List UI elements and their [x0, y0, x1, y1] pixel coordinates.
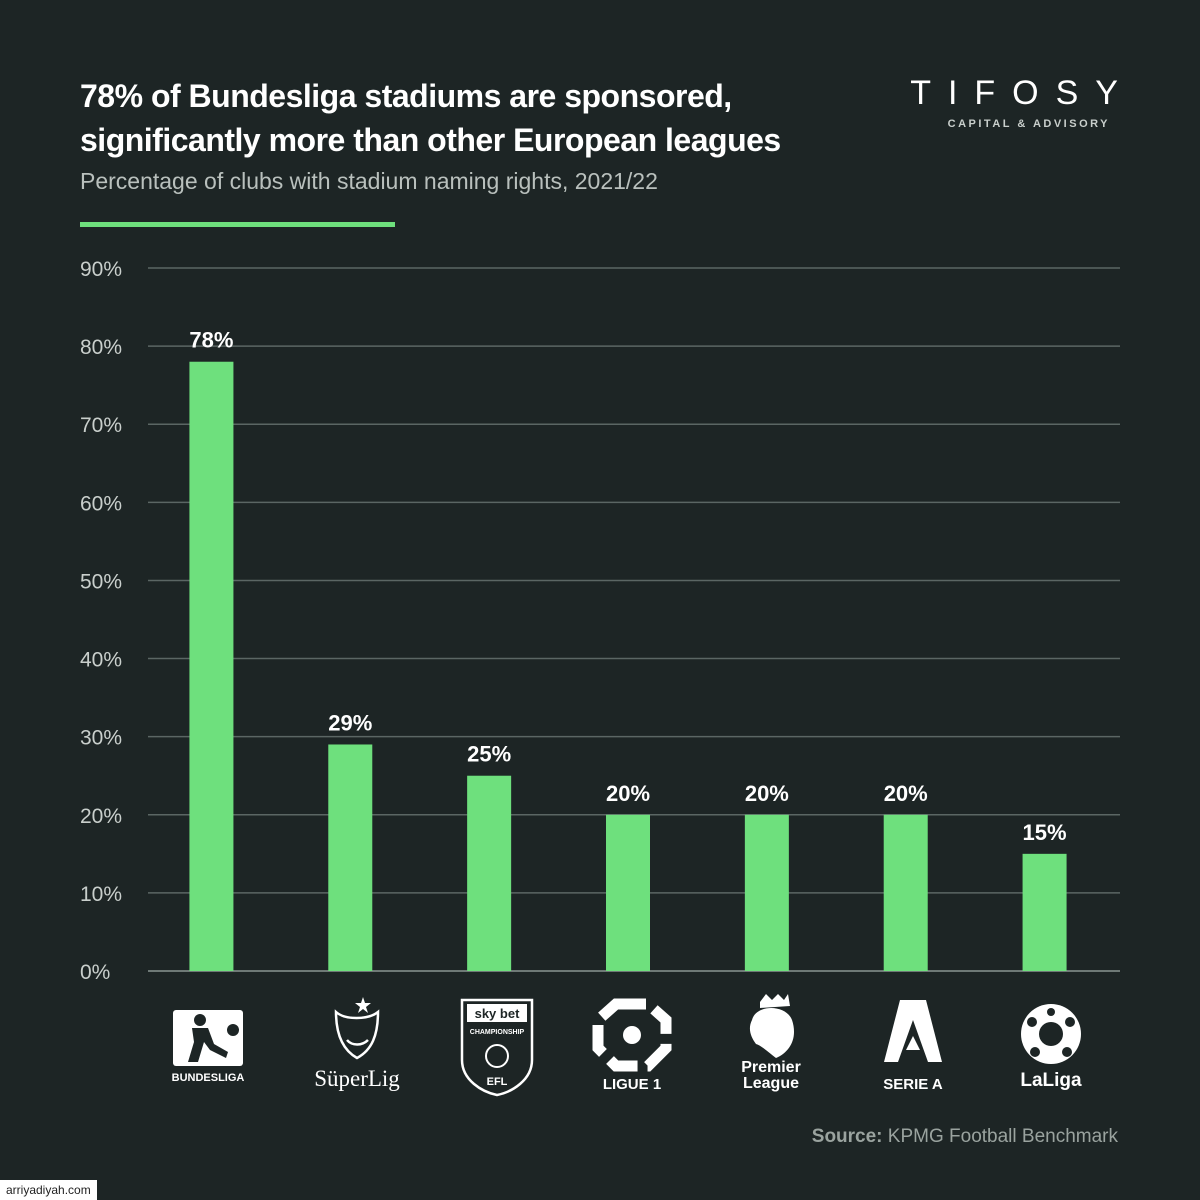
bar-5 — [883, 814, 928, 971]
data-label: 20% — [606, 781, 650, 806]
data-label: 15% — [1023, 820, 1067, 845]
logo-label-laliga: LaLiga — [1020, 1070, 1082, 1091]
logo-label-ligue1: LIGUE 1 — [602, 1076, 662, 1093]
y-tick-label: 70% — [80, 414, 122, 437]
y-tick-label: 0% — [80, 961, 110, 984]
data-label: 78% — [189, 328, 233, 353]
y-tick-label: 20% — [80, 805, 122, 828]
bar-2 — [467, 775, 512, 971]
chart-title: 78% of Bundesliga stadiums are sponsored… — [80, 78, 781, 158]
logo-label-premier-league: Premier League — [701, 1060, 841, 1092]
source-note: Source: KPMG Football Benchmark — [812, 1126, 1118, 1148]
bar-1 — [328, 744, 373, 971]
brand-name: TIFOSY — [910, 74, 1135, 112]
data-label: 20% — [884, 781, 928, 806]
logo-label-serie-a: SERIE A — [883, 1076, 943, 1093]
logo-label-superlig: SüperLig — [314, 1066, 400, 1091]
y-tick-label: 30% — [80, 727, 122, 750]
source-text: KPMG Football Benchmark — [887, 1126, 1118, 1147]
bar-4 — [744, 814, 789, 971]
y-tick-label: 50% — [80, 570, 122, 593]
accent-rule — [80, 222, 395, 227]
y-tick-label: 10% — [80, 883, 122, 906]
data-label: 29% — [328, 710, 372, 735]
bar-3 — [606, 814, 650, 971]
logo-label-premier: Premier — [741, 1059, 801, 1076]
y-tick-label: 80% — [80, 336, 122, 359]
logo-label-league: League — [742, 1075, 799, 1092]
brand-tagline: CAPITAL & ADVISORY — [947, 118, 1110, 130]
y-tick-label: 40% — [80, 649, 122, 672]
brand-logo: TIFOSY CAPITAL & ADVISORY — [910, 76, 1118, 130]
y-tick-label: 90% — [80, 258, 122, 281]
bar-6 — [1022, 853, 1067, 971]
watermark: arriyadiyah.com — [0, 1180, 97, 1200]
y-tick-label: 60% — [80, 492, 122, 515]
data-label: 20% — [745, 781, 789, 806]
chart-subtitle: Percentage of clubs with stadium naming … — [80, 168, 658, 194]
source-label: Source: — [811, 1126, 883, 1147]
bar-0 — [189, 361, 234, 971]
logo-label-bundesliga: BUNDESLIGA — [171, 1072, 245, 1084]
data-label: 25% — [467, 742, 511, 767]
